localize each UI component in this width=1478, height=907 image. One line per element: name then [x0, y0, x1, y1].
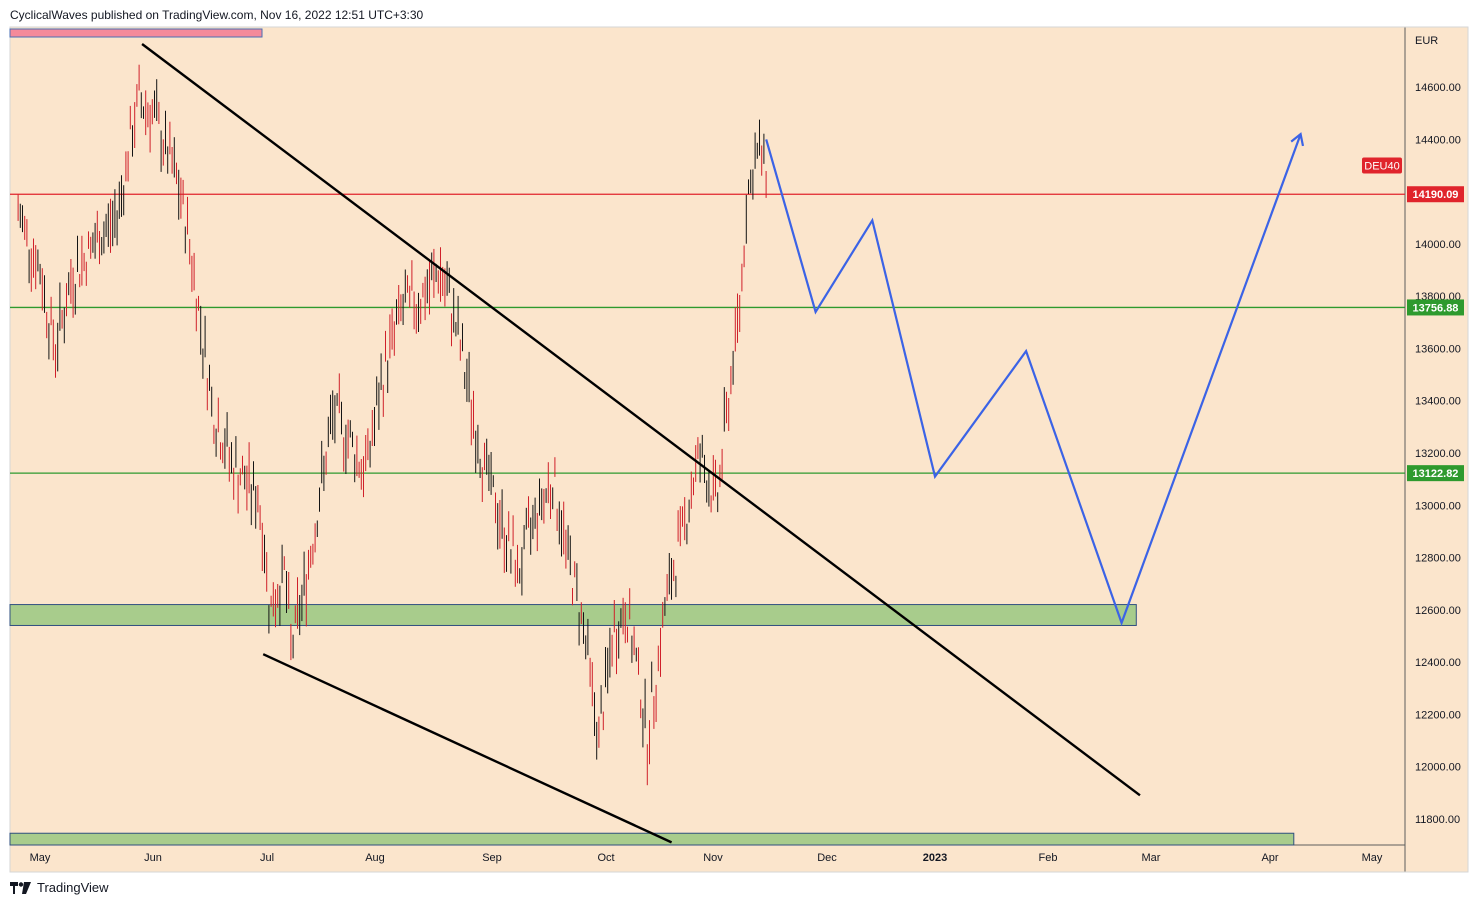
x-tick-label: Jun — [144, 852, 162, 864]
y-tick-label: 12200.00 — [1415, 709, 1461, 721]
attribution-text: CyclicalWaves published on TradingView.c… — [10, 8, 424, 22]
y-tick-label: 12800.00 — [1415, 553, 1461, 565]
y-tick-label: 12000.00 — [1415, 762, 1461, 774]
x-tick-label: Sep — [482, 852, 502, 864]
x-tick-label: Nov — [703, 852, 723, 864]
price-level-tag — [1407, 186, 1464, 203]
price-level-tag — [1407, 299, 1464, 316]
chart-frame — [9, 26, 1469, 873]
x-tick-label: Dec — [817, 852, 837, 864]
y-tick-label: 12400.00 — [1415, 657, 1461, 669]
y-tick-label: 11800.00 — [1415, 814, 1460, 826]
support-zone-2[interactable] — [9, 832, 1295, 846]
tradingview-footer[interactable]: TradingView — [10, 880, 109, 895]
trendline-1[interactable] — [141, 43, 1141, 797]
price-level-tag-label: 13122.82 — [1413, 468, 1459, 480]
symbol-info-strip — [9, 28, 263, 38]
price-level-tag-label: 13756.88 — [1413, 302, 1459, 314]
y-tick-label: 14400.00 — [1415, 134, 1461, 146]
x-tick-label: Jul — [260, 852, 274, 864]
projection-arrowhead — [1290, 132, 1305, 147]
x-tick-label: Apr — [1261, 852, 1278, 864]
x-tick-label: Oct — [597, 852, 614, 864]
price-level-tag-label: 14190.09 — [1413, 189, 1459, 201]
price-axis-area[interactable] — [1405, 27, 1468, 872]
y-tick-label: 14600.00 — [1415, 82, 1461, 94]
projection-path[interactable] — [765, 133, 1302, 627]
symbol-tag — [1362, 157, 1402, 174]
tradingview-logo-icon — [10, 881, 32, 894]
x-tick-label: May — [1362, 852, 1383, 864]
symbol-tag-label: DEU40 — [1364, 161, 1399, 173]
x-tick-label: Aug — [365, 852, 385, 864]
y-tick-label: 13200.00 — [1415, 448, 1461, 460]
currency-label: EUR — [1415, 35, 1438, 47]
support-zone-1[interactable] — [9, 604, 1137, 626]
y-tick-label: 13400.00 — [1415, 396, 1461, 408]
trendline-2[interactable] — [262, 653, 673, 844]
x-tick-label: Mar — [1142, 852, 1161, 864]
y-tick-label: 14000.00 — [1415, 239, 1461, 251]
tradingview-brand: TradingView — [37, 880, 109, 895]
y-tick-label: 12600.00 — [1415, 605, 1461, 617]
x-tick-label: 2023 — [923, 852, 947, 864]
price-bars — [17, 64, 767, 786]
price-level-tag — [1407, 465, 1464, 482]
y-tick-label: 13600.00 — [1415, 343, 1461, 355]
plot-area[interactable] — [10, 27, 1405, 872]
y-tick-label: 13000.00 — [1415, 500, 1461, 512]
x-tick-label: Feb — [1039, 852, 1058, 864]
x-tick-label: May — [30, 852, 51, 864]
